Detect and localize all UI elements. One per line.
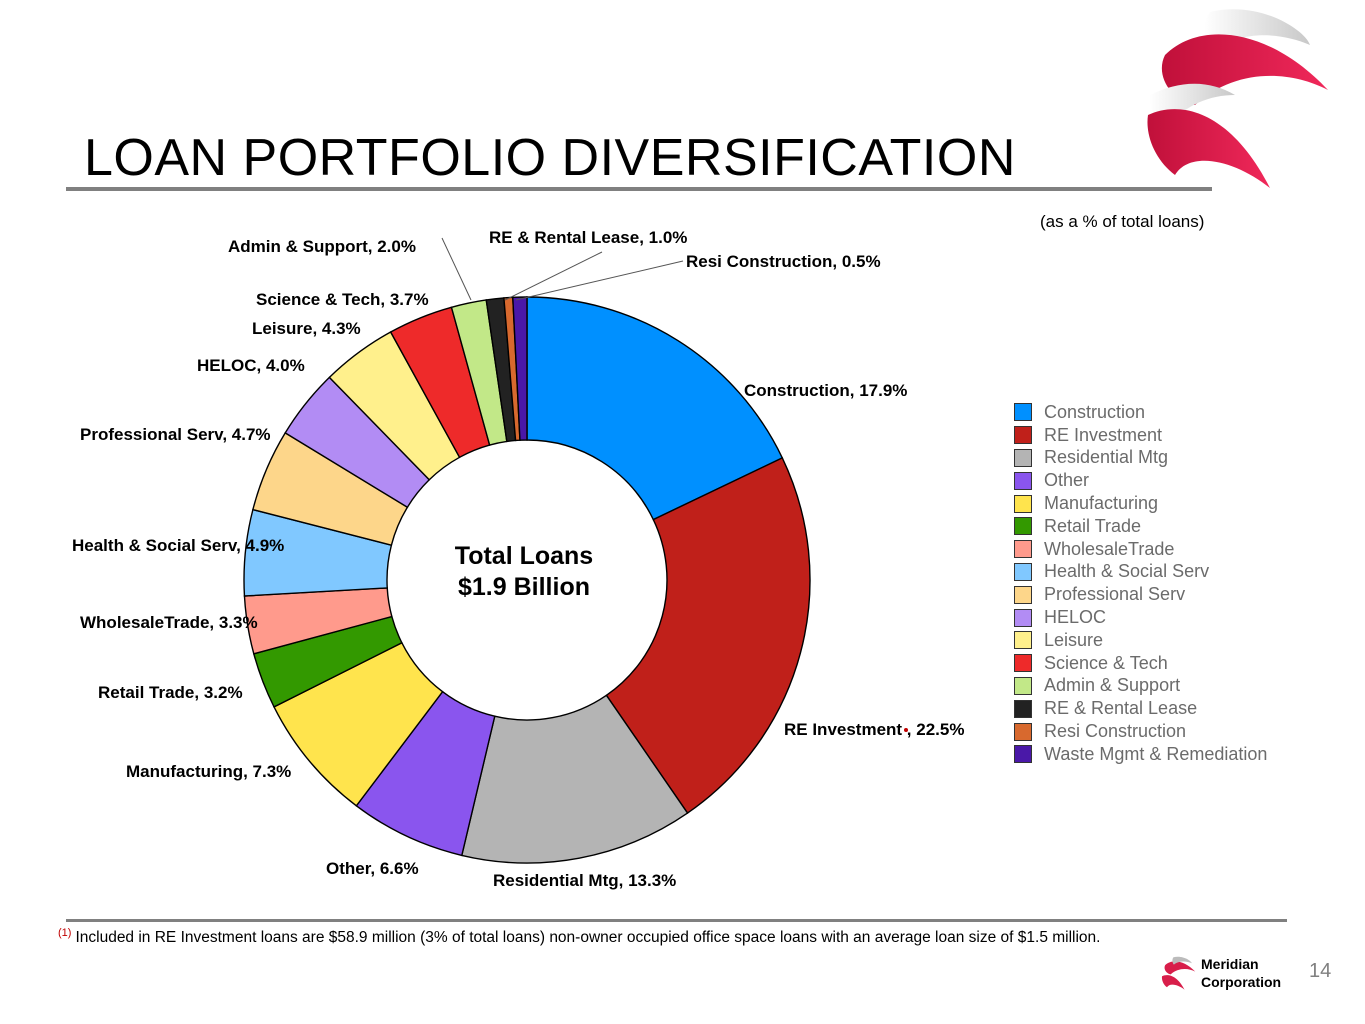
title-divider (66, 187, 1212, 191)
legend-label: Resi Construction (1044, 721, 1187, 742)
data-label-manufacturing: Manufacturing, 7.3% (126, 762, 291, 781)
data-label-leisure: Leisure, 4.3% (252, 319, 361, 338)
data-label-professional-serv: Professional Serv, 4.7% (80, 425, 271, 444)
footer-divider (66, 919, 1287, 922)
data-label-science-and-tech: Science & Tech, 3.7% (256, 290, 429, 309)
legend-label: Retail Trade (1044, 515, 1142, 536)
page-title: LOAN PORTFOLIO DIVERSIFICATION (84, 129, 1016, 187)
data-label-wholesaletrade: WholesaleTrade, 3.3% (80, 613, 258, 632)
center-label-line2: $1.9 Billion (458, 573, 590, 601)
legend-item-construction: Construction (1014, 401, 1267, 424)
legend-item-heloc: HELOC (1014, 606, 1267, 629)
data-label-construction: Construction, 17.9% (744, 381, 907, 400)
data-label-other: Other, 6.6% (326, 859, 419, 878)
legend-label: RE & Rental Lease (1044, 698, 1198, 719)
data-label-residential-mtg: Residential Mtg, 13.3% (493, 871, 676, 890)
legend-label: RE Investment (1044, 424, 1163, 445)
legend-label: Health & Social Serv (1044, 561, 1210, 582)
legend-swatch (1014, 631, 1032, 650)
legend-item-health-and-social-serv: Health & Social Serv (1014, 561, 1267, 584)
legend-item-wholesaletrade: WholesaleTrade (1014, 538, 1267, 561)
legend-item-resi-construction: Resi Construction (1014, 720, 1267, 743)
leader-line-resi-construction (515, 260, 684, 301)
legend-label: Leisure (1044, 629, 1104, 650)
legend-item-retail-trade: Retail Trade (1014, 515, 1267, 538)
meridian-small-logo-icon (1161, 956, 1196, 990)
legend-item-admin-and-support: Admin & Support (1014, 675, 1267, 698)
legend-label: Waste Mgmt & Remediation (1044, 743, 1268, 764)
legend-swatch (1014, 654, 1032, 673)
legend-label: Admin & Support (1044, 675, 1181, 696)
legend-item-re-and-rental-lease: RE & Rental Lease (1014, 697, 1267, 720)
legend-label: Other (1044, 470, 1090, 491)
legend-swatch (1014, 699, 1032, 718)
legend-item-waste-mgmt-and-remediation: Waste Mgmt & Remediation (1014, 743, 1267, 766)
leader-line-admin-and-support (441, 237, 472, 301)
slice-re-investment (605, 456, 811, 815)
legend-label: Science & Tech (1044, 652, 1168, 673)
legend-item-other: Other (1014, 469, 1267, 492)
legend-swatch (1014, 448, 1032, 467)
slice-waste-mgmt-and-remediation (512, 296, 528, 441)
legend-label: Professional Serv (1044, 584, 1186, 605)
company-name-line2: Corporation (1201, 974, 1282, 990)
legend-swatch (1014, 722, 1032, 741)
donut-chart: Construction, 17.9% RE Investment , 22.5%… (72, 228, 964, 890)
legend-swatch (1014, 676, 1032, 695)
legend-item-residential-mtg: Residential Mtg (1014, 447, 1267, 470)
legend-swatch (1014, 745, 1032, 764)
footnote: (1) Included in RE Investment loans are $… (58, 927, 1100, 947)
legend-swatch (1014, 471, 1032, 490)
legend-label: Residential Mtg (1044, 447, 1169, 468)
meridian-logo-icon (1147, 9, 1328, 188)
legend-label: Manufacturing (1044, 493, 1159, 514)
footnote-marker: (1) (58, 927, 72, 939)
data-label-admin-and-support: Admin & Support, 2.0% (228, 237, 416, 256)
legend-item-re-investment: RE Investment (1014, 424, 1267, 447)
legend-item-leisure: Leisure (1014, 629, 1267, 652)
company-name: Meridian Corporation (1201, 955, 1281, 991)
data-label-health-and-social-serv: Health & Social Serv, 4.9% (72, 536, 284, 555)
legend-item-manufacturing: Manufacturing (1014, 492, 1267, 515)
legend-label: Construction (1044, 401, 1146, 422)
data-label-resi-construction: Resi Construction, 0.5% (686, 252, 881, 271)
data-label-heloc: HELOC, 4.0% (197, 356, 305, 375)
legend-swatch (1014, 585, 1032, 604)
page-number: 14 (1309, 960, 1332, 982)
leader-lines (441, 237, 684, 301)
legend-swatch (1014, 540, 1032, 559)
center-label-line1: Total Loans (455, 542, 593, 570)
legend-swatch (1014, 426, 1032, 445)
footnote-text: Included in RE Investment loans are $58.… (75, 929, 1101, 947)
slice-construction (526, 296, 784, 521)
legend-swatch (1014, 608, 1032, 627)
legend-swatch (1014, 562, 1032, 581)
legend-item-professional-serv: Professional Serv (1014, 583, 1267, 606)
legend-swatch (1014, 517, 1032, 536)
slice-residential-mtg (460, 694, 689, 864)
data-label-re-investment: RE Investment , 22.5% (784, 720, 964, 739)
data-label-re-and-rental-lease: RE & Rental Lease, 1.0% (489, 228, 687, 247)
company-name-line1: Meridian (1201, 956, 1259, 972)
re-investment-footnote-dot (904, 728, 908, 732)
legend-swatch (1014, 403, 1032, 422)
legend-label: WholesaleTrade (1044, 538, 1175, 559)
legend-label: HELOC (1044, 607, 1107, 628)
chart-subtitle: (as a % of total loans) (1040, 212, 1205, 231)
chart-legend: Construction RE Investment Residential Mtg… (1014, 401, 1267, 766)
leader-line-re-and-rental-lease (504, 251, 603, 301)
legend-item-science-and-tech: Science & Tech (1014, 652, 1267, 675)
legend-swatch (1014, 494, 1032, 513)
data-label-retail-trade: Retail Trade, 3.2% (98, 683, 243, 702)
